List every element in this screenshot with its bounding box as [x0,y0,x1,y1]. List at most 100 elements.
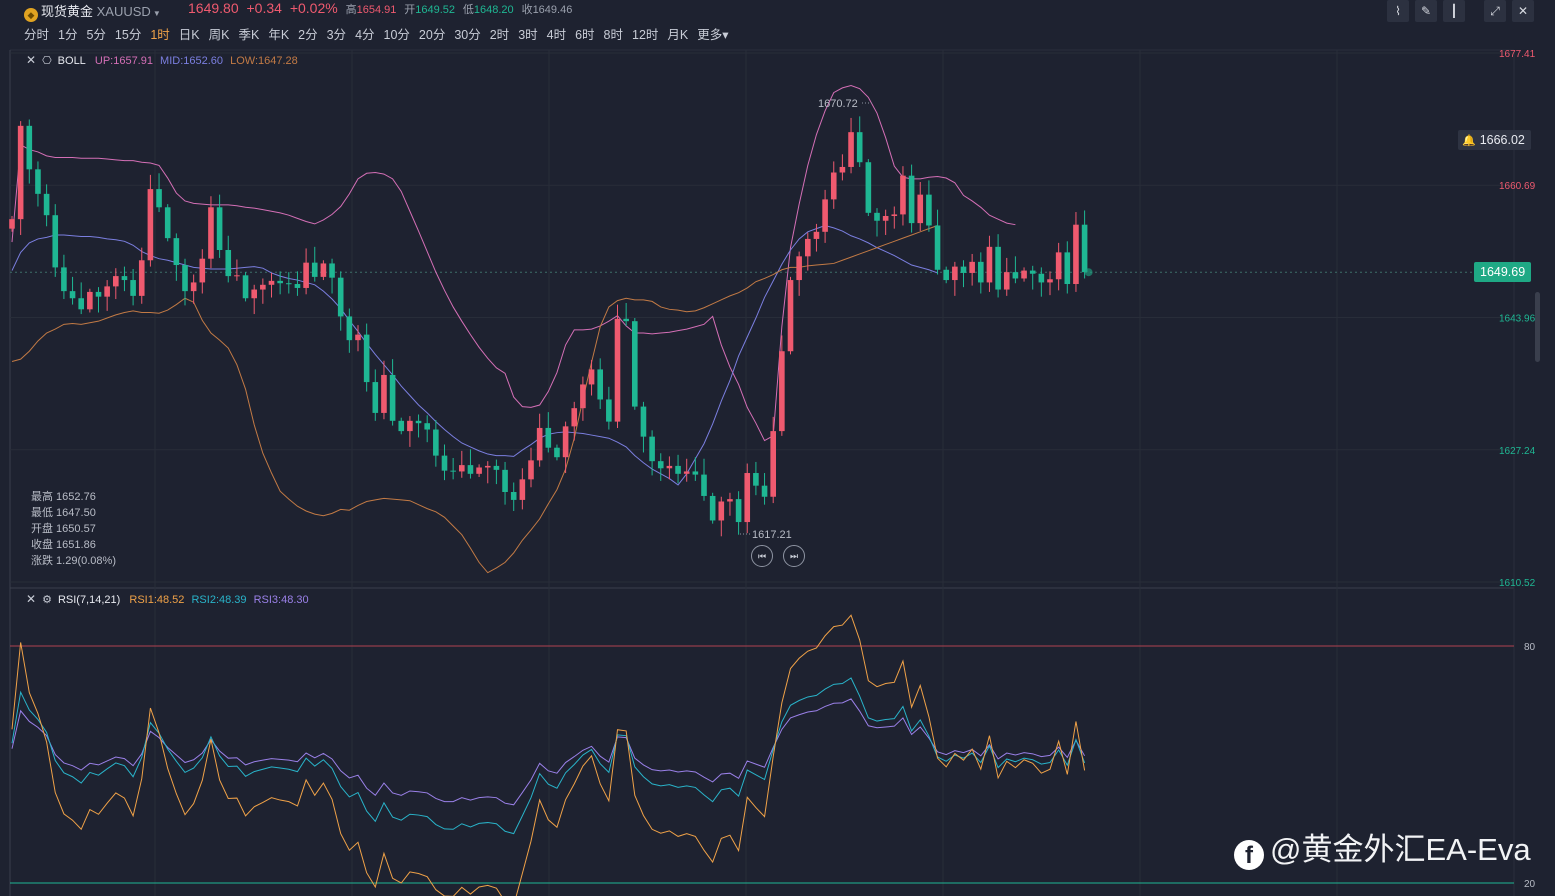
candle-body [502,469,508,493]
candle-body [398,420,405,432]
period-tab-22[interactable]: 更多▾ [697,28,729,42]
symbol-code: XAUUSD [96,4,151,19]
candle-body [666,465,673,469]
candle-body [389,374,396,421]
period-tabs: 分时 1分 5分 15分 1时 日K 周K 季K 年K 2分 3分 4分 10分 20分 30分 2时 3时 4时… [24,24,738,43]
boll-legend: ✕ ⎔ BOLL UP:1657.91 MID:1652.60 LOW:1647.2… [26,53,298,67]
period-tab-11[interactable]: 4分 [355,28,375,42]
period-tab-8[interactable]: 年K [268,28,290,42]
candle-body [718,501,725,521]
period-tab-14[interactable]: 30分 [454,28,481,42]
candle-body [459,465,465,472]
candle-body [52,215,59,268]
period-tab-1[interactable]: 1分 [58,28,78,42]
boll-low-line [11,225,938,574]
candle-body [623,318,629,322]
candle-body [147,189,154,261]
period-tab-13[interactable]: 20分 [418,28,446,42]
candle-body [372,382,379,413]
high-value: 1654.91 [356,4,397,16]
rsi-legend: ✕ ⚙ RSI(7,14,21) RSI1:48.52 RSI2:48.39 RSI… [26,592,309,606]
candle-type-icon[interactable]: ┃ [1443,0,1465,22]
candle-body [251,289,257,299]
period-tab-0[interactable]: 分时 [24,28,50,42]
period-tab-12[interactable]: 10分 [383,28,410,42]
candle-body [234,275,240,277]
period-tab-6[interactable]: 周K [208,28,230,42]
candle-body [588,369,595,385]
period-tab-18[interactable]: 6时 [575,28,595,42]
candle-body [78,298,84,310]
expand-icon[interactable]: ⤢ [1484,0,1506,22]
facebook-icon: f [1234,840,1264,870]
price-axis-label-2: 1643.96 [1499,314,1536,325]
period-tab-19[interactable]: 8时 [603,28,623,42]
candle-body [554,447,560,458]
period-tab-20[interactable]: 12时 [632,28,659,42]
open-value: 1649.52 [415,4,456,16]
candle-body [182,265,188,292]
price-change: +0.34 [246,0,282,16]
candle-body [770,431,776,497]
period-tab-9[interactable]: 2分 [298,28,318,42]
candle-body [493,465,500,470]
candle-body [216,207,223,251]
candle-body [632,321,638,407]
candle-body [190,282,197,292]
period-tab-5[interactable]: 日K [178,28,200,42]
candle-body [744,473,751,523]
close-value: 1649.46 [532,4,573,16]
close-indicator-icon[interactable]: ✕ [26,53,37,67]
boll-up-value: UP:1657.91 [94,55,153,67]
period-tab-17[interactable]: 4时 [546,28,567,42]
rsi-axis-label-0: 80 [1524,642,1536,653]
candle-body [709,495,716,521]
candle-body [536,427,543,461]
chart-line-icon[interactable]: ⌇ [1387,0,1409,22]
symbol-selector[interactable]: ◆ 现货黄金 XAUUSD ▼ [24,1,161,22]
close-label: 收 [521,4,533,16]
period-tab-3[interactable]: 15分 [114,28,142,42]
price-axis-label-3: 1627.24 [1499,446,1536,457]
period-tab-16[interactable]: 3时 [518,28,538,42]
high-label: 高 [345,4,357,16]
period-tab-2[interactable]: 5分 [86,28,106,42]
low-label: 低 [462,4,474,16]
period-tab-21[interactable]: 月K [667,28,689,42]
candle-body [95,291,102,297]
candle-body [17,125,24,220]
candle-body [424,423,430,430]
period-tab-7[interactable]: 季K [238,28,260,42]
settings-icon[interactable]: ⎔ [42,55,52,67]
info-close: 收盘 1651.86 [31,539,96,551]
candle-body [805,238,811,257]
candle-body [329,263,335,278]
close-indicator-icon[interactable]: ✕ [26,592,37,606]
candle-body [138,260,145,296]
candle-body [787,280,794,352]
period-tab-15[interactable]: 2时 [489,28,510,42]
candle-body [337,277,344,317]
jump-start-icon[interactable]: ⏮ [751,545,773,567]
draw-pen-icon[interactable]: ✎ [1415,0,1437,22]
candle-body [701,474,707,496]
gear-icon[interactable]: ⚙ [42,594,52,606]
candle-body [969,261,975,273]
info-change: 涨跌 1.29(0.08%) [31,555,116,567]
candle-body [874,212,880,221]
candle-body [26,125,33,170]
candle-body [208,207,214,259]
jump-end-icon[interactable]: ⏭ [783,545,805,567]
price-axis-scrollbar[interactable] [1535,292,1540,362]
price-alert-tag[interactable]: 🔔 1666.02 [1458,130,1531,150]
watermark-text: @黄金外汇EA-Eva [1270,832,1531,867]
period-tab-10[interactable]: 3分 [326,28,347,42]
rsi3-value: RSI3:48.30 [253,594,309,606]
period-tab-4[interactable]: 1时 [150,28,170,42]
candle-body [1047,279,1053,283]
candle-body [606,399,612,422]
open-label: 开 [404,4,416,16]
close-icon[interactable]: ✕ [1512,0,1534,22]
candle-body [415,420,422,424]
